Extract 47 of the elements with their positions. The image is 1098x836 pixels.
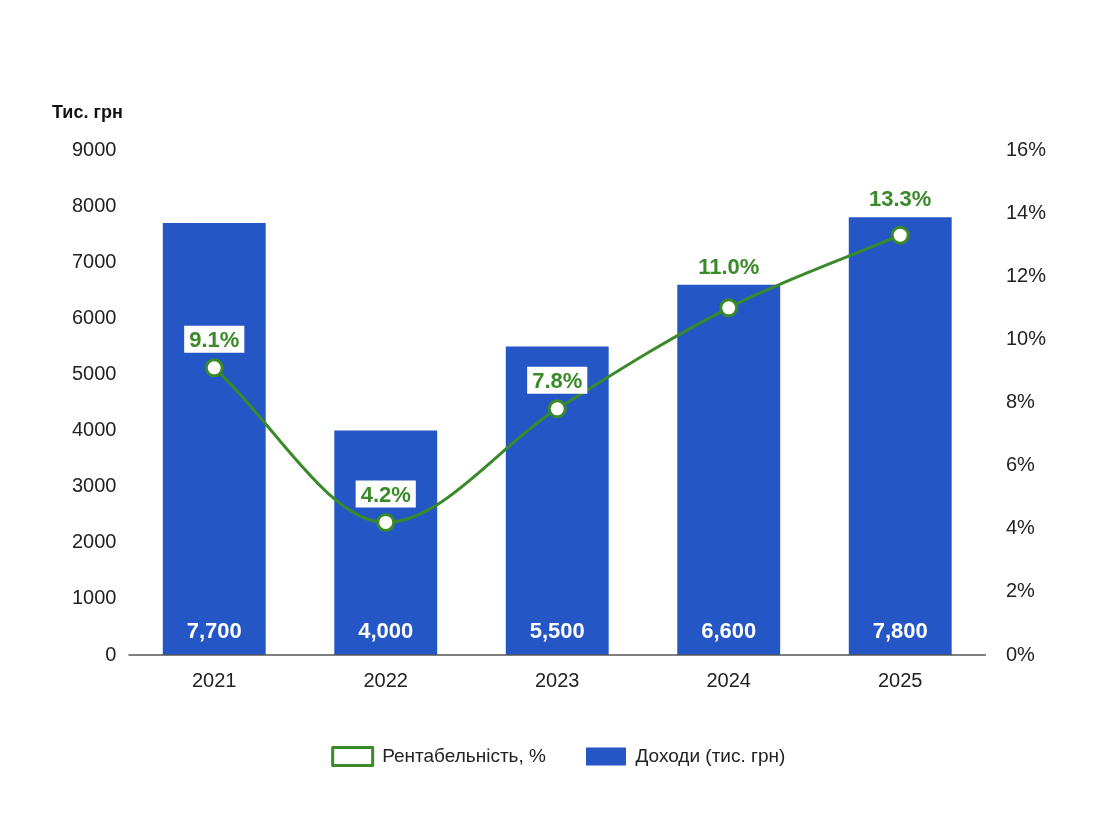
point (376, 512, 396, 532)
x-tick-label: 2023 (534, 668, 580, 691)
point (547, 399, 567, 419)
data-label: 11.0% (698, 253, 760, 279)
data-label: 4.2% (360, 481, 411, 507)
legend-label: Рентабельність, % (382, 744, 547, 766)
y2-tick-label: 8% (1005, 390, 1036, 413)
point (719, 298, 739, 318)
y-tick-label: 5000 (71, 361, 117, 384)
point (204, 358, 224, 378)
y2-tick-label: 0% (1005, 642, 1036, 665)
y2-tick-label: 12% (1005, 263, 1047, 286)
y-tick-label: 6000 (71, 305, 117, 328)
data-label: 5,500 (529, 618, 585, 644)
data-label: 7,800 (872, 618, 928, 644)
data-label: 13.3% (869, 186, 932, 212)
y2-tick-label: 2% (1005, 579, 1036, 602)
bar (162, 222, 266, 655)
bar (848, 217, 952, 655)
data-label: 7.8% (532, 367, 583, 393)
y2-tick-label: 10% (1005, 326, 1047, 349)
y-tick-label: 2000 (71, 530, 117, 553)
bar (334, 430, 438, 655)
legend-label: Доходи (тис. грн) (635, 744, 786, 766)
y2-tick-label: 14% (1005, 200, 1047, 223)
bar (505, 346, 609, 655)
data-label: 9.1% (189, 326, 240, 352)
y-tick-label: 7000 (71, 249, 117, 272)
data-label: 7,700 (186, 618, 242, 644)
data-label: 4,000 (358, 618, 414, 644)
y2-tick-label: 16% (1005, 137, 1047, 160)
bar (677, 284, 781, 655)
y-tick-label: 9000 (71, 137, 117, 160)
y-tick-label: 4000 (71, 418, 117, 441)
y-tick-label: 3000 (71, 474, 117, 497)
y-tick-label: 0 (105, 642, 117, 665)
x-tick-label: 2025 (877, 668, 923, 691)
data-label: 6,600 (701, 618, 757, 644)
point (890, 225, 910, 245)
x-tick-label: 2022 (363, 668, 408, 691)
x-tick-label: 2024 (706, 668, 751, 691)
x-tick-label: 2021 (191, 668, 237, 691)
y-tick-label: 8000 (71, 193, 117, 216)
y2-tick-label: 6% (1005, 453, 1036, 476)
y-tick-label: 1000 (71, 586, 117, 609)
y-axis-title: Тис. грн (52, 101, 123, 122)
y2-tick-label: 4% (1005, 516, 1036, 539)
